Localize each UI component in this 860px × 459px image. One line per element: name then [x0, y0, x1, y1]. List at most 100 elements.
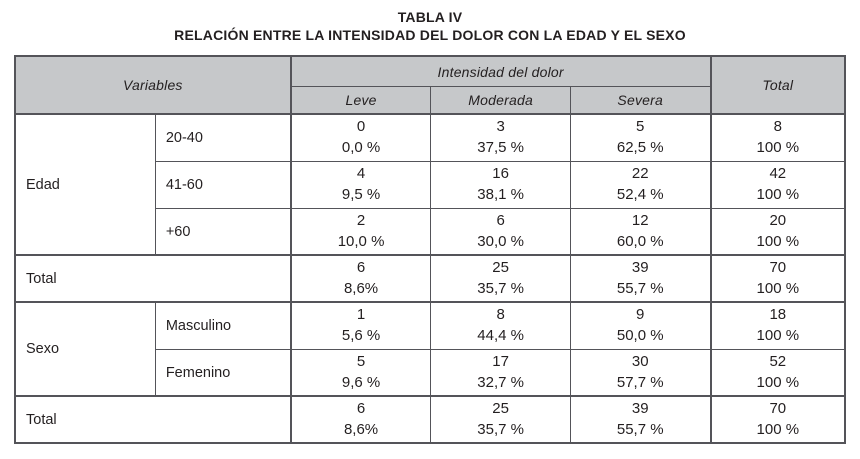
header-moderada: Moderada — [430, 85, 571, 116]
count-value: 5 — [356, 352, 366, 370]
cell-edad-20-40-leve: 0 0,0 % — [289, 113, 432, 162]
cell-total-edad-severa: 39 55,7 % — [569, 254, 712, 304]
percent-value: 9,5 % — [341, 185, 381, 203]
cell-edad-41-60-leve: 4 9,5 % — [289, 160, 432, 209]
percent-value: 100 % — [756, 373, 800, 391]
total-row-edad: Total 6 8,6% 25 35,7 % 39 55,7 % 70 100 … — [14, 254, 846, 304]
percent-value: 30,0 % — [477, 232, 524, 250]
cell-sexo-femenino-severa: 30 57,7 % — [569, 348, 712, 397]
percent-value: 5,6 % — [341, 327, 381, 344]
cell-sexo-femenino-total: 52 100 % — [709, 348, 846, 397]
cell-sexo-femenino-leve: 5 9,6 % — [289, 348, 432, 397]
cell-edad-41-60-moderada: 16 38,1 % — [430, 160, 571, 209]
table-row: +60 2 10,0 % 6 30,0 % 12 60,0 % 20 100 % — [15, 207, 846, 256]
percent-value: 35,7 % — [477, 279, 524, 297]
cell-sexo-masculino-total: 18 100 % — [709, 301, 846, 350]
percent-value: 100 % — [756, 420, 800, 438]
table-row: 41-60 4 9,5 % 16 38,1 % 22 52,4 % 42 100… — [15, 160, 846, 209]
count-value: 6 — [356, 259, 366, 277]
row-category-20-40: 20-40 — [154, 113, 292, 162]
count-value: 22 — [631, 165, 649, 183]
table-body: Edad 20-40 0 0,0 % 3 37,5 % 5 62,5 % 8 1… — [14, 113, 846, 444]
cell-total-sexo-severa: 39 55,7 % — [569, 395, 712, 444]
percent-value: 55,7 % — [616, 420, 664, 438]
percent-value: 50,0 % — [616, 327, 664, 344]
count-value: 2 — [356, 211, 366, 229]
table-subtitle: RELACIÓN ENTRE LA INTENSIDAD DEL DOLOR C… — [174, 26, 686, 43]
count-value: 42 — [769, 165, 787, 183]
percent-value: 62,5 % — [616, 139, 664, 156]
count-value: 25 — [492, 400, 509, 418]
cell-total-edad-moderada: 25 35,7 % — [430, 254, 571, 304]
percent-value: 100 % — [756, 232, 800, 250]
data-table: Variables Intensidad del dolor Total Lev… — [14, 55, 846, 445]
count-value: 18 — [769, 306, 787, 324]
cell-sexo-femenino-moderada: 17 32,7 % — [430, 348, 571, 397]
count-value: 20 — [769, 211, 787, 229]
cell-edad-41-60-total: 42 100 % — [709, 160, 846, 209]
cell-edad-20-40-severa: 5 62,5 % — [569, 113, 712, 162]
percent-value: 38,1 % — [477, 185, 524, 203]
percent-value: 100 % — [756, 327, 800, 344]
row-group-edad: Edad — [14, 113, 156, 256]
percent-value: 35,7 % — [477, 420, 524, 438]
cell-edad-plus60-leve: 2 10,0 % — [289, 207, 432, 256]
cell-edad-plus60-moderada: 6 30,0 % — [430, 207, 571, 256]
header-intensidad-del-dolor: Intensidad del dolor — [289, 55, 712, 87]
count-value: 16 — [492, 165, 509, 183]
percent-value: 52,4 % — [616, 185, 664, 203]
cell-edad-plus60-severa: 12 60,0 % — [569, 207, 712, 256]
cell-total-sexo-total: 70 100 % — [709, 395, 846, 444]
row-category-femenino: Femenino — [154, 348, 292, 397]
percent-value: 10,0 % — [337, 232, 385, 250]
cell-sexo-masculino-severa: 9 50,0 % — [569, 301, 712, 350]
percent-value: 0,0 % — [341, 139, 381, 156]
percent-value: 100 % — [756, 279, 800, 297]
count-value: 70 — [769, 259, 787, 277]
cell-sexo-masculino-moderada: 8 44,4 % — [430, 301, 571, 350]
count-value: 30 — [631, 352, 649, 370]
count-value: 52 — [769, 352, 787, 370]
cell-edad-20-40-moderada: 3 37,5 % — [430, 113, 571, 162]
row-category-plus-60: +60 — [154, 207, 292, 256]
cell-total-edad-leve: 6 8,6% — [289, 254, 432, 304]
percent-value: 32,7 % — [477, 373, 524, 391]
percent-value: 37,5 % — [477, 139, 524, 156]
row-category-41-60: 41-60 — [154, 160, 292, 209]
table-number-title: TABLA IV — [397, 9, 463, 25]
percent-value: 100 % — [756, 185, 800, 203]
count-value: 6 — [356, 400, 366, 418]
count-value: 8 — [496, 306, 505, 324]
total-row-label: Total — [14, 254, 292, 304]
table-title-block: TABLA IV RELACIÓN ENTRE LA INTENSIDAD DE… — [0, 9, 860, 44]
percent-value: 44,4 % — [477, 327, 524, 344]
cell-total-sexo-leve: 6 8,6% — [289, 395, 432, 444]
count-value: 5 — [636, 118, 645, 136]
count-value: 4 — [356, 165, 366, 183]
count-value: 3 — [496, 118, 505, 136]
percent-value: 60,0 % — [616, 232, 664, 250]
count-value: 8 — [773, 118, 782, 136]
percent-value: 9,6 % — [341, 373, 381, 391]
percent-value: 8,6% — [343, 420, 379, 438]
percent-value: 57,7 % — [616, 373, 664, 391]
cell-edad-20-40-total: 8 100 % — [709, 113, 846, 162]
count-value: 70 — [769, 400, 787, 418]
count-value: 12 — [631, 211, 649, 229]
cell-sexo-masculino-leve: 1 5,6 % — [289, 301, 432, 350]
total-row-label: Total — [14, 395, 292, 444]
total-row-sexo: Total 6 8,6% 25 35,7 % 39 55,7 % 70 100 … — [14, 395, 846, 444]
table-row: Femenino 5 9,6 % 17 32,7 % 30 57,7 % 52 … — [15, 348, 846, 397]
row-group-sexo: Sexo — [14, 301, 156, 397]
percent-value: 8,6% — [343, 279, 379, 297]
count-value: 6 — [496, 211, 505, 229]
table-header: Variables Intensidad del dolor Total Lev… — [14, 55, 846, 116]
header-variables: Variables — [14, 55, 292, 116]
count-value: 39 — [631, 400, 649, 418]
percent-value: 100 % — [756, 139, 800, 156]
count-value: 39 — [631, 259, 649, 277]
count-value: 17 — [492, 352, 509, 370]
cell-edad-41-60-severa: 22 52,4 % — [569, 160, 712, 209]
header-total: Total — [709, 55, 846, 116]
